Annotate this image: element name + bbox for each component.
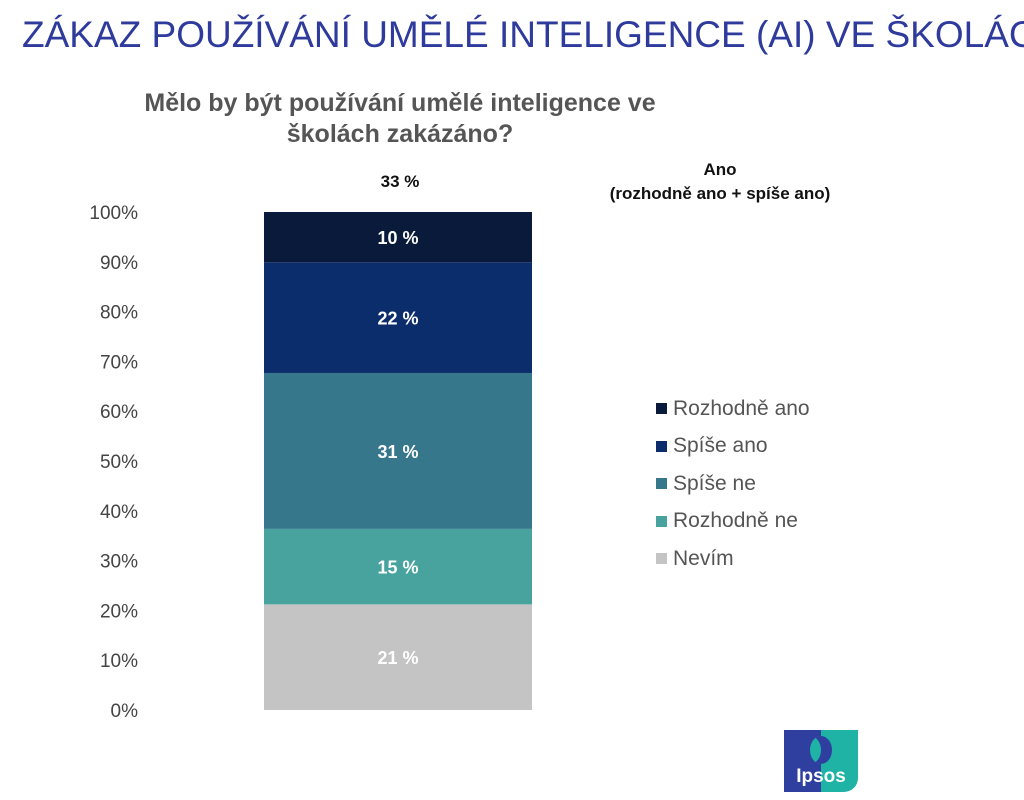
ano-annotation: Ano (rozhodně ano + spíše ano) xyxy=(560,158,880,206)
data-label: 31 % xyxy=(377,442,418,462)
bar-segment-rozhodně-ne xyxy=(264,528,532,605)
y-tick-label: 50% xyxy=(100,452,138,473)
y-tick-label: 30% xyxy=(100,552,138,573)
legend-label: Spíše ano xyxy=(673,434,768,458)
legend-swatch xyxy=(656,553,667,565)
data-label: 15 % xyxy=(377,558,418,578)
y-tick-label: 0% xyxy=(111,701,139,722)
logo-text: Ipsos xyxy=(796,766,846,787)
logo-head-shape xyxy=(810,736,832,764)
y-tick-label: 90% xyxy=(100,253,138,274)
legend-label: Rozhodně ano xyxy=(673,396,810,420)
legend-label: Nevím xyxy=(673,546,734,570)
page-title: ZÁKAZ POUŽÍVÁNÍ UMĚLÉ INTELIGENCE (AI) V… xyxy=(22,14,1024,55)
legend-label: Spíše ne xyxy=(673,471,756,495)
legend-swatch xyxy=(656,403,667,415)
chart-title: Mělo by být používání umělé inteligence … xyxy=(144,89,656,148)
y-tick-label: 20% xyxy=(100,601,138,622)
y-tick-label: 100% xyxy=(89,203,138,224)
legend-swatch xyxy=(656,478,667,490)
data-label: 22 % xyxy=(377,309,418,329)
legend-swatch xyxy=(656,440,667,452)
ano-sublabel: (rozhodně ano + spíše ano) xyxy=(609,184,831,203)
y-tick-label: 60% xyxy=(100,402,138,423)
y-tick-label: 10% xyxy=(100,651,138,672)
bar-segment-nevím xyxy=(264,604,532,710)
legend-item: Rozhodně ano xyxy=(656,390,810,428)
data-label: 21 % xyxy=(377,648,418,668)
legend-swatch xyxy=(656,515,667,527)
ano-label: Ano xyxy=(703,160,737,179)
ipsos-logo: Ipsos xyxy=(784,730,858,792)
legend: Rozhodně ano Spíše ano Spíše ne Rozhodně ne… xyxy=(656,390,810,578)
legend-item: Spíše ne xyxy=(656,465,810,503)
bar-segment-spíše-ano xyxy=(264,262,532,373)
bar-segment-rozhodně-ano xyxy=(264,212,532,263)
bar-segment-spíše-ne xyxy=(264,372,532,529)
data-label: 10 % xyxy=(377,228,418,248)
y-tick-label: 70% xyxy=(100,352,138,373)
ano-total-label: 33 % xyxy=(380,172,420,191)
y-tick-label: 80% xyxy=(100,303,138,324)
legend-item: Nevím xyxy=(656,540,810,578)
legend-item: Rozhodně ne xyxy=(656,503,810,541)
legend-label: Rozhodně ne xyxy=(673,509,798,533)
legend-item: Spíše ano xyxy=(656,428,810,466)
y-tick-label: 40% xyxy=(100,502,138,523)
